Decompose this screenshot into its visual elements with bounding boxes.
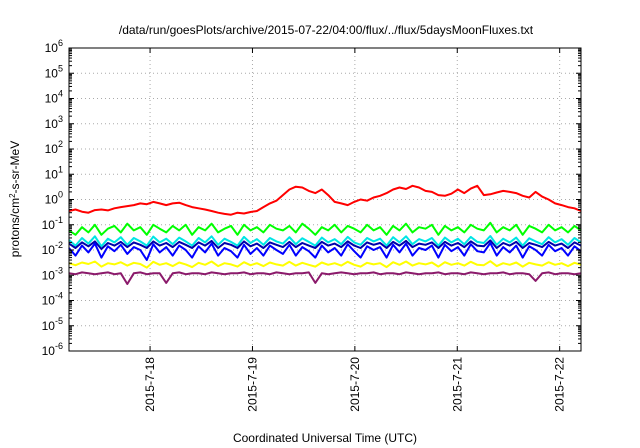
y-tick-exponent: -4: [55, 291, 63, 301]
y-tick-base: 10: [45, 167, 59, 181]
series-line-0: [68, 184, 582, 216]
y-tick-exponent: -5: [55, 316, 63, 326]
x-tick-label: 2015-7-21: [450, 357, 464, 412]
series-line-4: [68, 242, 582, 261]
y-tick-base: 10: [42, 344, 56, 358]
y-tick-base: 10: [42, 268, 56, 282]
x-tick-label: 2015-7-19: [245, 357, 259, 412]
x-tick-label: 2015-7-22: [553, 357, 567, 412]
series-line-3: [68, 239, 582, 250]
y-tick-exponent: 5: [58, 63, 63, 73]
y-axis-label-rest: -s-sr-MeV: [8, 141, 22, 194]
x-tick-label: 2015-7-20: [348, 357, 362, 412]
y-axis-label-main: protons/cm: [8, 198, 22, 257]
y-tick-base: 10: [42, 218, 56, 232]
y-tick-exponent: -1: [55, 215, 63, 225]
y-tick-exponent: 6: [58, 38, 63, 48]
x-tick-group: 2015-7-18 2015-7-19 2015-7-20 2015-7-21 2015…: [143, 48, 567, 412]
x-axis-label: Coordinated Universal Time (UTC): [233, 431, 417, 445]
y-tick-base: 10: [45, 92, 59, 106]
series-line-1: [68, 221, 582, 236]
grid: [69, 48, 581, 351]
y-tick-label: 105: [45, 63, 63, 80]
y-tick-exponent: 1: [58, 164, 63, 174]
y-tick-base: 10: [45, 117, 59, 131]
y-tick-label: 102: [45, 139, 63, 156]
y-axis-label-sup: 2: [8, 193, 17, 198]
y-tick-exponent: -3: [55, 265, 63, 275]
y-tick-exponent: -2: [55, 240, 63, 250]
y-tick-label: 103: [45, 114, 63, 131]
y-tick-label: 101: [45, 164, 63, 181]
y-tick-group: 10-610-510-410-310-210-11001011021031041…: [42, 38, 581, 358]
y-tick-label: 100: [45, 190, 63, 207]
y-tick-exponent: 4: [58, 89, 63, 99]
y-tick-base: 10: [45, 66, 59, 80]
y-tick-exponent: -6: [55, 341, 63, 351]
chart-title: /data/run/goesPlots/archive/2015-07-22/0…: [119, 23, 534, 37]
y-tick-label: 10-5: [42, 316, 63, 333]
y-tick-label: 10-6: [42, 341, 63, 358]
y-tick-label: 10-2: [42, 240, 63, 257]
series-group: [68, 184, 582, 285]
y-tick-label: 104: [45, 89, 63, 106]
y-tick-base: 10: [45, 193, 59, 207]
y-tick-exponent: 0: [58, 190, 63, 200]
y-tick-label: 10-3: [42, 265, 63, 282]
series-line-2: [68, 235, 582, 248]
y-tick-base: 10: [45, 142, 59, 156]
y-tick-label: 10-4: [42, 291, 63, 308]
y-tick-base: 10: [42, 294, 56, 308]
y-tick-label: 106: [45, 38, 63, 55]
x-tick-label: 2015-7-18: [143, 357, 157, 412]
y-axis-label: protons/cm2-s-sr-MeV: [8, 141, 23, 257]
y-tick-base: 10: [45, 41, 59, 55]
y-tick-exponent: 2: [58, 139, 63, 149]
y-tick-base: 10: [42, 319, 56, 333]
y-tick-base: 10: [42, 243, 56, 257]
y-tick-exponent: 3: [58, 114, 63, 124]
series-line-6: [68, 271, 582, 285]
series-line-5: [68, 260, 582, 269]
y-tick-label: 10-1: [42, 215, 63, 232]
